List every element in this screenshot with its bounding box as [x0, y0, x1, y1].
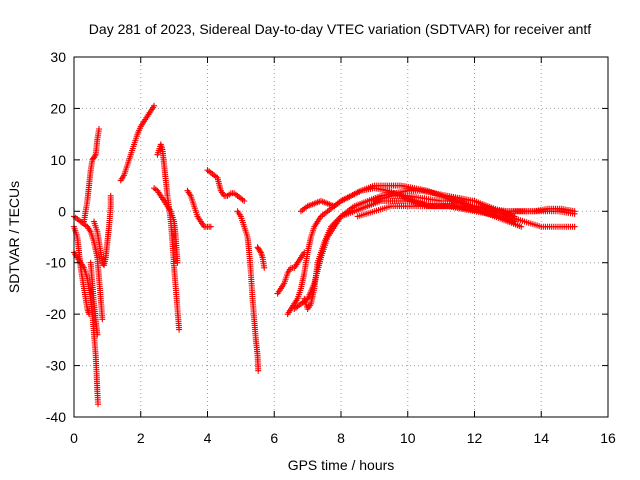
y-tick-labels: -40 -30 -20 -10 0 10 20 30 — [46, 49, 66, 425]
data-point — [107, 192, 114, 199]
data-point — [91, 153, 98, 159]
x-tick-label: 12 — [467, 430, 483, 446]
data-point — [571, 210, 578, 217]
y-tick-label: -10 — [46, 255, 66, 271]
y-tick-label: -30 — [46, 358, 66, 374]
x-tick-label: 4 — [204, 430, 212, 446]
grid — [74, 57, 608, 417]
data-point — [571, 223, 578, 230]
x-tick-label: 6 — [270, 430, 278, 446]
x-tick-label: 16 — [600, 430, 616, 446]
data-point — [255, 367, 262, 374]
x-tick-label: 10 — [400, 430, 416, 446]
x-tick-label: 8 — [337, 430, 345, 446]
data-point — [257, 248, 264, 255]
chart-title: Day 281 of 2023, Sidereal Day-to-day VTE… — [89, 21, 592, 37]
y-tick-label: 10 — [50, 152, 66, 168]
data-point — [95, 401, 102, 408]
data-point — [94, 331, 101, 338]
data-point — [207, 223, 214, 230]
data-point — [96, 126, 103, 132]
y-tick-label: -40 — [46, 409, 66, 425]
x-axis-label: GPS time / hours — [288, 457, 395, 473]
y-axis-label: SDTVAR / TECUs — [6, 181, 22, 293]
data-point — [261, 264, 268, 271]
x-tick-label: 0 — [70, 430, 78, 446]
y-tick-label: 30 — [50, 49, 66, 65]
data-point — [176, 326, 183, 333]
x-tick-labels: 0 2 4 6 8 10 12 14 16 — [70, 430, 616, 446]
data-point — [174, 259, 181, 266]
data-point — [241, 198, 248, 204]
x-tick-label: 2 — [137, 430, 145, 446]
y-tick-label: -20 — [46, 306, 66, 322]
y-tick-label: 0 — [58, 203, 66, 219]
x-tick-label: 14 — [533, 430, 549, 446]
data-point — [518, 223, 525, 230]
axis-ticks — [73, 56, 609, 418]
data-point — [151, 102, 158, 109]
data-point — [99, 316, 106, 323]
data-points — [71, 102, 578, 408]
y-tick-label: 20 — [50, 100, 66, 116]
